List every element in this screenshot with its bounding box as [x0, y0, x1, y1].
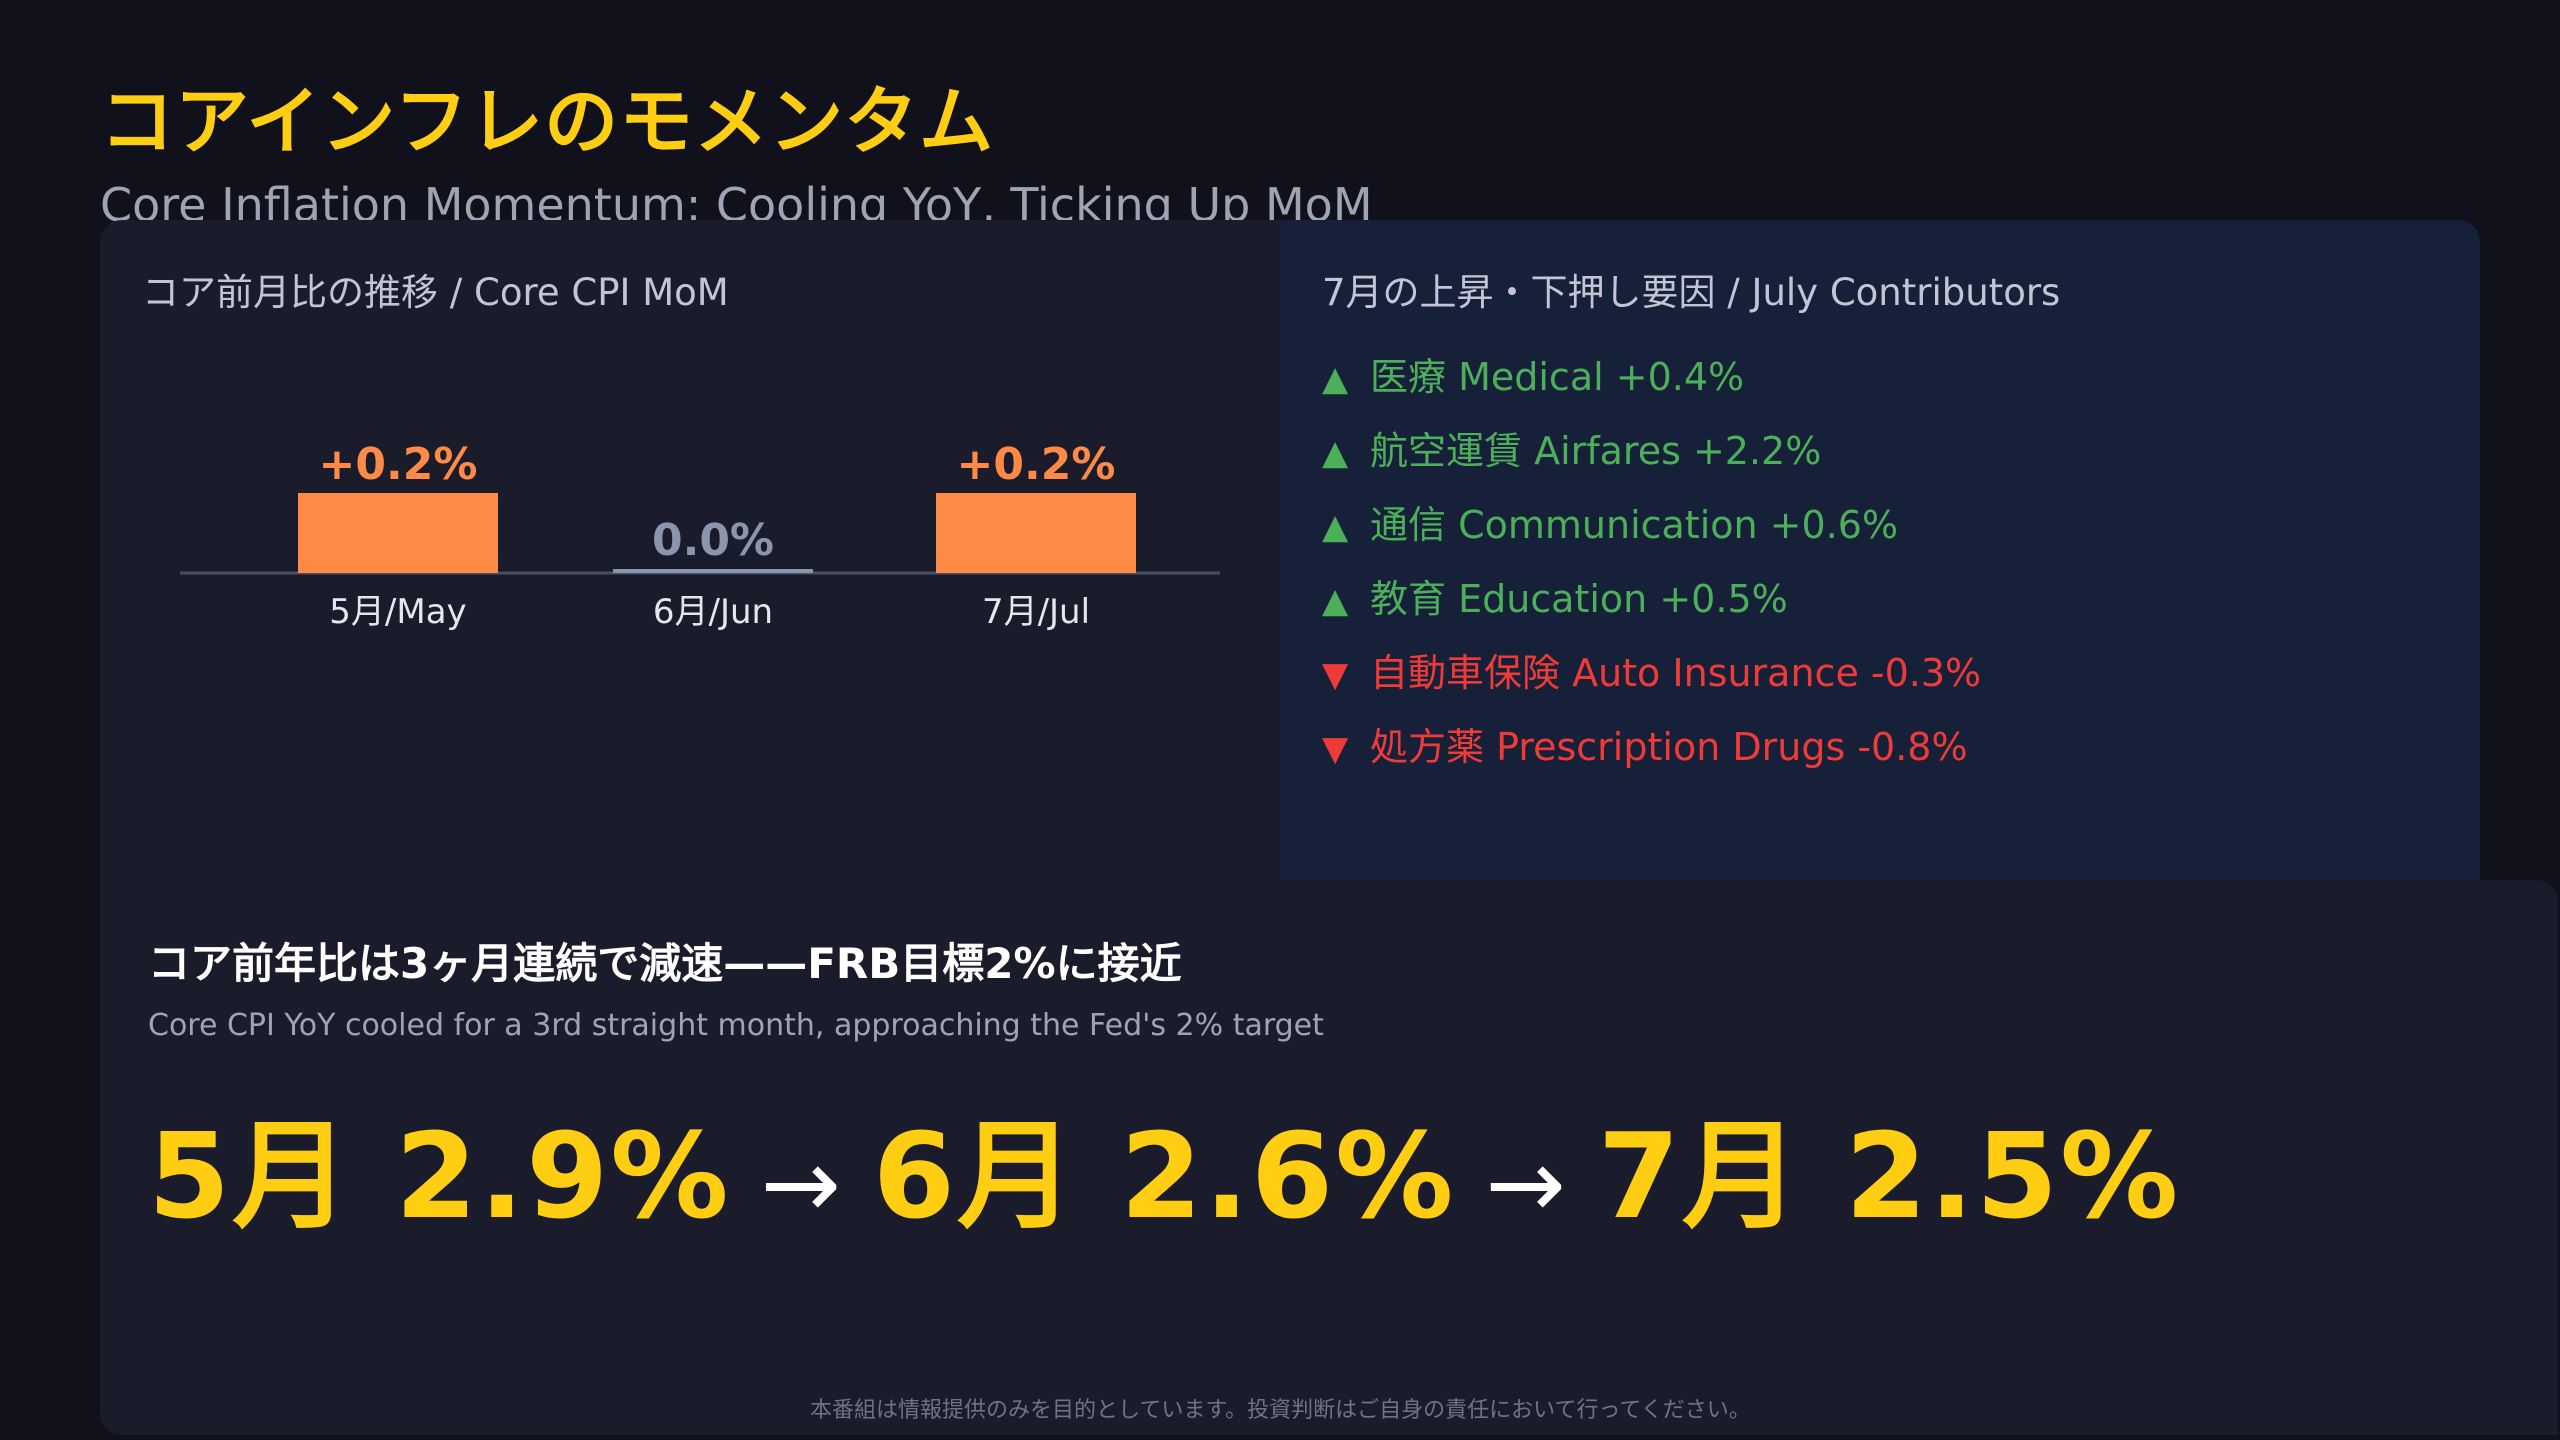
page-subtitle: Core Inflation Momentum: Cooling YoY, Ti…	[100, 178, 1373, 224]
trend-jun: 6月 2.6%	[872, 1107, 1456, 1245]
list-item: ▲ 教育 Education +0.5%	[1322, 562, 1981, 636]
bar-value-label: +0.2%	[319, 439, 478, 490]
trend-jul: 7月 2.5%	[1597, 1107, 2181, 1245]
contributors-list: ▲ 医療 Medical +0.4% ▲ 航空運賃 Airfares +2.2% ▲…	[1322, 340, 1981, 784]
contributor-text: 教育 Education +0.5%	[1370, 577, 1788, 621]
contributor-text: 航空運賃 Airfares +2.2%	[1370, 429, 1822, 473]
x-tick-label: 7月/Jul	[982, 592, 1090, 632]
summary-panel: コア前年比は3ヶ月連続で減速——FRB目標2%に接近 Core CPI YoY …	[100, 880, 2558, 1435]
x-tick-label: 6月/Jun	[653, 592, 773, 632]
trend-may: 5月 2.9%	[148, 1107, 731, 1245]
direction-icon: ▼	[1322, 655, 1349, 695]
summary-subline: Core CPI YoY cooled for a 3rd straight m…	[148, 1008, 1324, 1043]
mom-chart-panel: コア前月比の推移 / Core CPI MoM +0.2% 5月/May 0.0% 6…	[100, 220, 1300, 900]
list-item: ▲ 通信 Communication +0.6%	[1322, 488, 1981, 562]
bar-2	[936, 493, 1136, 573]
page-title: コアインフレのモメンタム	[100, 79, 995, 165]
arrow-right-icon: →	[760, 1128, 843, 1240]
direction-icon: ▲	[1322, 359, 1349, 399]
disclaimer: 本番組は情報提供のみを目的としています。投資判断はご自身の責任において行ってくだ…	[810, 1398, 1751, 1423]
list-item: ▲ 航空運賃 Airfares +2.2%	[1322, 414, 1981, 488]
contributor-text: 通信 Communication +0.6%	[1370, 503, 1899, 547]
contributor-text: 自動車保険 Auto Insurance -0.3%	[1370, 651, 1982, 695]
contributor-text: 処方薬 Prescription Drugs -0.8%	[1370, 725, 1968, 769]
contributors-panel: 7月の上昇・下押し要因 / July Contributors ▲ 医療 Medi…	[1280, 220, 2480, 880]
mom-bar-chart: +0.2% 5月/May 0.0% 6月/Jun +0.2% 7月/Jul	[180, 439, 1220, 632]
summary-headline: コア前年比は3ヶ月連続で減速——FRB目標2%に接近	[148, 939, 1182, 988]
yoy-trend: 5月 2.9% → 6月 2.6% → 7月 2.5%	[148, 1080, 2180, 1251]
direction-icon: ▲	[1322, 433, 1349, 473]
contributor-text: 医療 Medical +0.4%	[1370, 355, 1745, 399]
contributors-title: 7月の上昇・下押し要因 / July Contributors	[1322, 271, 2061, 314]
x-tick-label: 5月/May	[329, 592, 466, 632]
bar-value-label: 0.0%	[652, 515, 774, 566]
arrow-right-icon: →	[1485, 1128, 1568, 1240]
bar-value-label: +0.2%	[957, 439, 1116, 490]
direction-icon: ▲	[1322, 581, 1349, 621]
bar-1	[613, 569, 813, 573]
direction-icon: ▲	[1322, 507, 1349, 547]
direction-icon: ▼	[1322, 729, 1349, 769]
chart-title: コア前月比の推移 / Core CPI MoM	[142, 271, 729, 314]
bar-0	[298, 493, 498, 573]
list-item: ▲ 医療 Medical +0.4%	[1322, 340, 1981, 414]
list-item: ▼ 自動車保険 Auto Insurance -0.3%	[1322, 636, 1981, 710]
list-item: ▼ 処方薬 Prescription Drugs -0.8%	[1322, 710, 1981, 784]
